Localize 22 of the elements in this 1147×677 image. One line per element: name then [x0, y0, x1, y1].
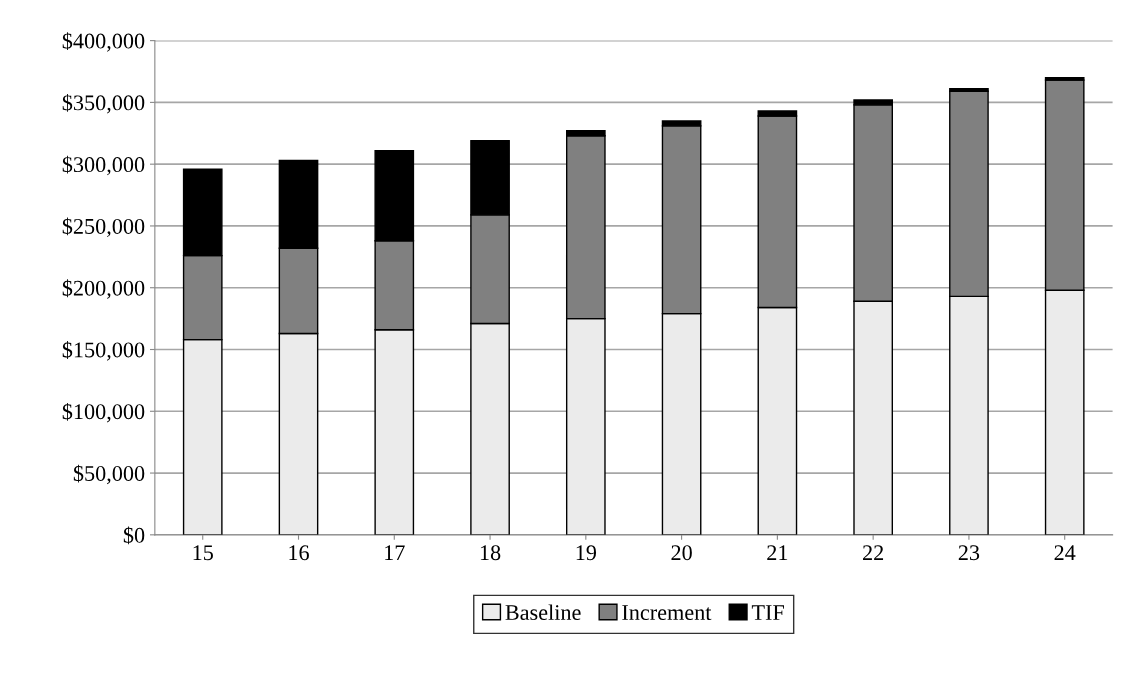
y-tick-label: $50,000 — [73, 464, 145, 485]
x-tick-label: 19 — [576, 545, 597, 561]
x-tick-label: 24 — [1054, 545, 1076, 560]
y-tick-label: $200,000 — [62, 279, 145, 299]
x-tick-label: 16 — [289, 545, 309, 561]
y-tick-label: $0 — [123, 526, 145, 545]
legend-label: Increment — [622, 605, 712, 621]
x-tick-label: 22 — [863, 545, 884, 560]
y-tick-label: $150,000 — [62, 341, 145, 361]
x-tick-label: 20 — [671, 545, 692, 561]
y-tick-label: $250,000 — [62, 217, 145, 238]
y-tick-label: $400,000 — [62, 32, 145, 52]
y-tick-label: $100,000 — [62, 402, 145, 423]
x-tick-label: 18 — [480, 545, 501, 561]
x-tick-label: 17 — [385, 545, 405, 560]
x-tick-label: 15 — [193, 545, 213, 561]
y-tick-label: $350,000 — [62, 94, 145, 114]
x-tick-label: 23 — [958, 545, 980, 561]
y-tick-label: $300,000 — [62, 155, 145, 176]
x-tick-label: 21 — [767, 545, 788, 560]
legend-label: TIF — [751, 605, 784, 620]
legend-label: Baseline — [505, 604, 581, 621]
